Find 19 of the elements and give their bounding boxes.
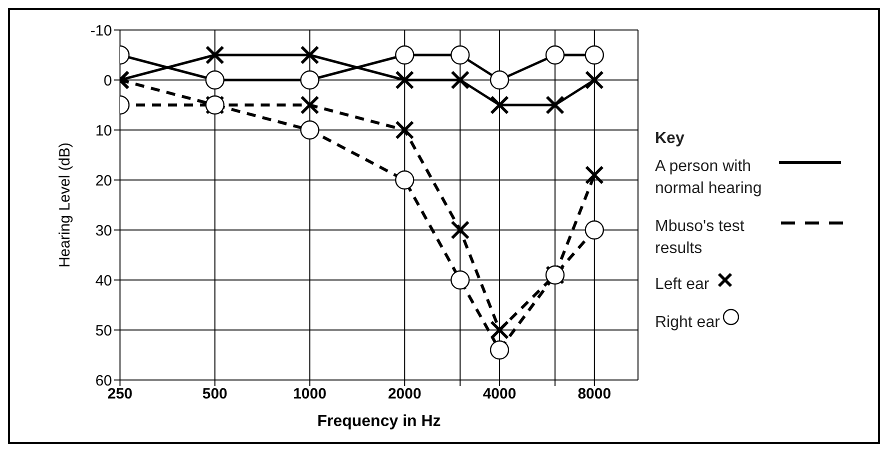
text: Left ear: [655, 275, 710, 295]
y-tick-label: 40: [95, 272, 112, 290]
x-tick-label: 500: [202, 386, 228, 403]
x-tick-label: 2000: [388, 386, 422, 403]
text: A person with normal hearing: [655, 157, 763, 199]
text: Key: [655, 129, 684, 149]
text: Right ear: [655, 313, 720, 333]
y-tick-label: 0: [104, 72, 112, 90]
y-tick-label: -10: [90, 22, 112, 40]
x-tick-label: 8000: [578, 386, 612, 403]
x-tick-label: 4000: [482, 386, 516, 403]
text: Mbuso's test results: [655, 217, 746, 259]
y-tick-label: 10: [95, 122, 112, 140]
y-tick-label: 30: [95, 222, 112, 240]
y-tick-label: 20: [95, 172, 112, 190]
y-axis-title: Hearing Level (dB): [56, 142, 74, 268]
x-tick-label: 1000: [293, 386, 326, 403]
y-tick-label: 50: [95, 322, 112, 340]
x-axis-title: Frequency in Hz: [317, 413, 441, 430]
